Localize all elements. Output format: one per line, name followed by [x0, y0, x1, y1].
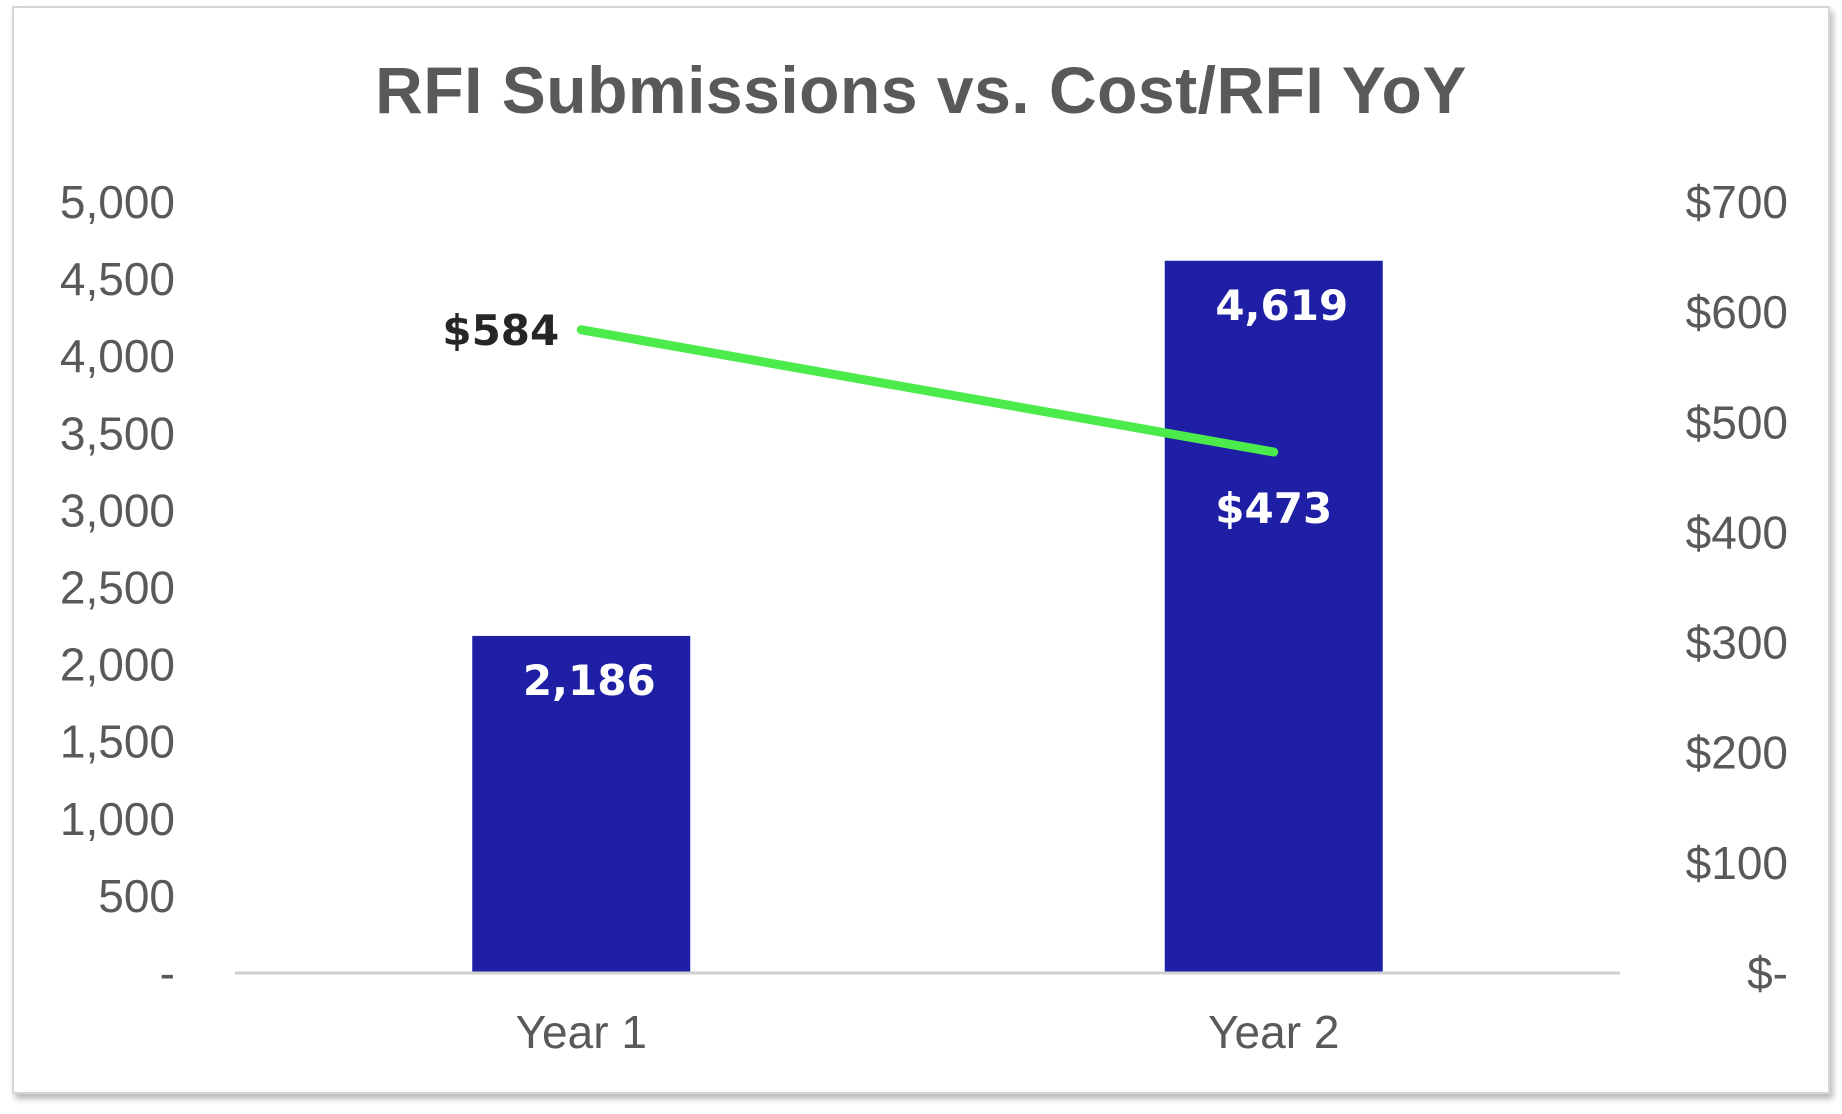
x-axis-category-label: Year 1 [516, 1006, 647, 1058]
chart-frame: RFI Submissions vs. Cost/RFI YoY [12, 6, 1830, 1094]
left-axis-tick-label: - [160, 947, 175, 999]
left-axis-tick-label: 2,500 [60, 562, 175, 614]
right-axis-tick-label: $400 [1686, 506, 1788, 558]
right-axis-tick-label: $100 [1686, 837, 1788, 889]
cost-line [576, 325, 1279, 457]
left-axis-tick-label: 1,000 [60, 793, 175, 845]
left-axis-tick-label: 3,500 [60, 407, 175, 459]
x-axis-category-label: Year 2 [1208, 1006, 1339, 1058]
right-axis-tick-label: $200 [1686, 727, 1788, 779]
left-axis-tick-label: 3,000 [60, 484, 175, 536]
left-axis-tick-label: 5,000 [60, 176, 175, 228]
line-data-label: $584 [442, 306, 559, 355]
right-axis-tick-label: $300 [1686, 617, 1788, 669]
right-axis-tick-label: $500 [1686, 396, 1788, 448]
right-axis-tick-label: $600 [1686, 286, 1788, 338]
bar [472, 635, 691, 973]
chart-title: RFI Submissions vs. Cost/RFI YoY [375, 53, 1467, 127]
left-axis-tick-label: 500 [98, 870, 175, 922]
left-axis-tick-label: 4,000 [60, 330, 175, 382]
left-axis-tick-label: 2,000 [60, 639, 175, 691]
bar [1164, 260, 1383, 973]
right-axis-tick-label: $700 [1686, 176, 1788, 228]
bar-data-label: 4,619 [1215, 281, 1348, 330]
bar-data-label: 2,186 [523, 656, 656, 705]
left-axis-tick-label: 4,500 [60, 253, 175, 305]
right-axis-tick-label: $- [1747, 947, 1788, 999]
line-data-label: $473 [1215, 484, 1332, 533]
left-axis-tick-label: 1,500 [60, 716, 175, 768]
